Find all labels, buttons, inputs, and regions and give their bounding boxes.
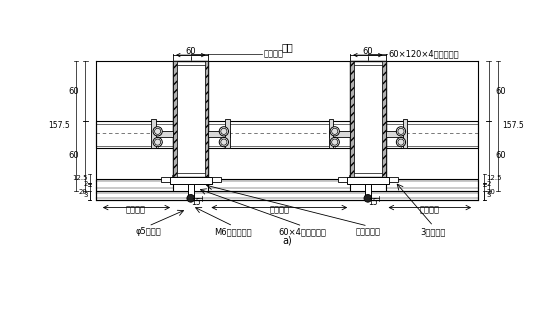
Bar (170, 177, 212, 184)
Bar (354, 65, 382, 173)
Bar (225, 119, 230, 148)
Circle shape (396, 137, 405, 147)
Circle shape (332, 139, 338, 145)
Circle shape (332, 128, 338, 135)
Text: 12.5: 12.5 (487, 175, 502, 181)
Circle shape (187, 195, 195, 202)
Bar (173, 61, 208, 177)
Text: 60: 60 (495, 87, 506, 96)
Bar (403, 119, 407, 148)
Bar (382, 61, 385, 177)
Bar (151, 119, 156, 148)
Circle shape (364, 195, 372, 202)
Bar (347, 177, 389, 184)
Bar (96, 179, 173, 190)
Bar (365, 184, 371, 198)
Circle shape (219, 127, 228, 136)
Circle shape (221, 128, 227, 135)
Text: 分格尺寸: 分格尺寸 (126, 205, 146, 214)
Bar (208, 179, 350, 190)
Text: 15: 15 (192, 198, 201, 207)
Bar (329, 131, 350, 137)
Bar (338, 177, 347, 182)
Bar (385, 179, 478, 190)
Bar (208, 121, 350, 148)
Circle shape (330, 137, 339, 147)
Circle shape (155, 139, 161, 145)
Text: 60: 60 (68, 151, 79, 161)
Text: 15: 15 (368, 198, 378, 207)
Bar (389, 177, 398, 182)
Text: a): a) (282, 236, 292, 246)
Bar (204, 61, 208, 177)
Text: 3: 3 (83, 192, 87, 198)
Bar (96, 121, 173, 148)
Circle shape (153, 137, 162, 147)
Circle shape (153, 127, 162, 136)
Text: 60: 60 (185, 47, 196, 56)
Text: 2: 2 (83, 182, 87, 187)
Bar (96, 190, 478, 200)
Circle shape (398, 128, 404, 135)
Bar (188, 184, 194, 198)
Text: 60: 60 (495, 151, 506, 161)
Text: 3厚铝单板: 3厚铝单板 (421, 227, 446, 236)
Text: 12.5: 12.5 (72, 175, 87, 181)
Text: 20: 20 (79, 189, 87, 195)
Circle shape (155, 128, 161, 135)
Text: 2: 2 (487, 182, 491, 187)
Bar (212, 177, 221, 182)
Circle shape (330, 127, 339, 136)
Bar (329, 119, 333, 148)
Text: 室内: 室内 (281, 42, 293, 52)
Text: 分格尺寸: 分格尺寸 (269, 205, 290, 214)
Text: φ5拉铆钉: φ5拉铆钉 (136, 227, 161, 236)
Text: 3: 3 (487, 192, 491, 198)
Bar (385, 121, 478, 148)
Circle shape (396, 127, 405, 136)
Text: 连接角码: 连接角码 (264, 50, 284, 59)
Text: 铝合金副框: 铝合金副框 (356, 227, 380, 236)
Bar (350, 61, 354, 177)
Text: M6不锈钉螺栓: M6不锈钉螺栓 (214, 227, 252, 236)
Circle shape (221, 139, 227, 145)
Text: 20: 20 (487, 189, 495, 195)
Text: 分格尺寸: 分格尺寸 (419, 205, 440, 214)
Text: 157.5: 157.5 (48, 121, 70, 130)
Circle shape (398, 139, 404, 145)
Text: 60×120×4镀锌钉方管: 60×120×4镀锌钉方管 (389, 50, 459, 59)
Bar (350, 61, 385, 177)
Text: 157.5: 157.5 (502, 121, 524, 130)
Circle shape (219, 137, 228, 147)
Bar (161, 177, 170, 182)
Text: 60: 60 (68, 87, 79, 96)
Bar (151, 131, 173, 137)
Bar (208, 131, 230, 137)
Text: 60: 60 (362, 47, 373, 56)
Text: 60×4镀锌钉方管: 60×4镀锌钉方管 (278, 227, 326, 236)
Bar (177, 65, 204, 173)
Bar (385, 131, 407, 137)
Bar (173, 61, 177, 177)
